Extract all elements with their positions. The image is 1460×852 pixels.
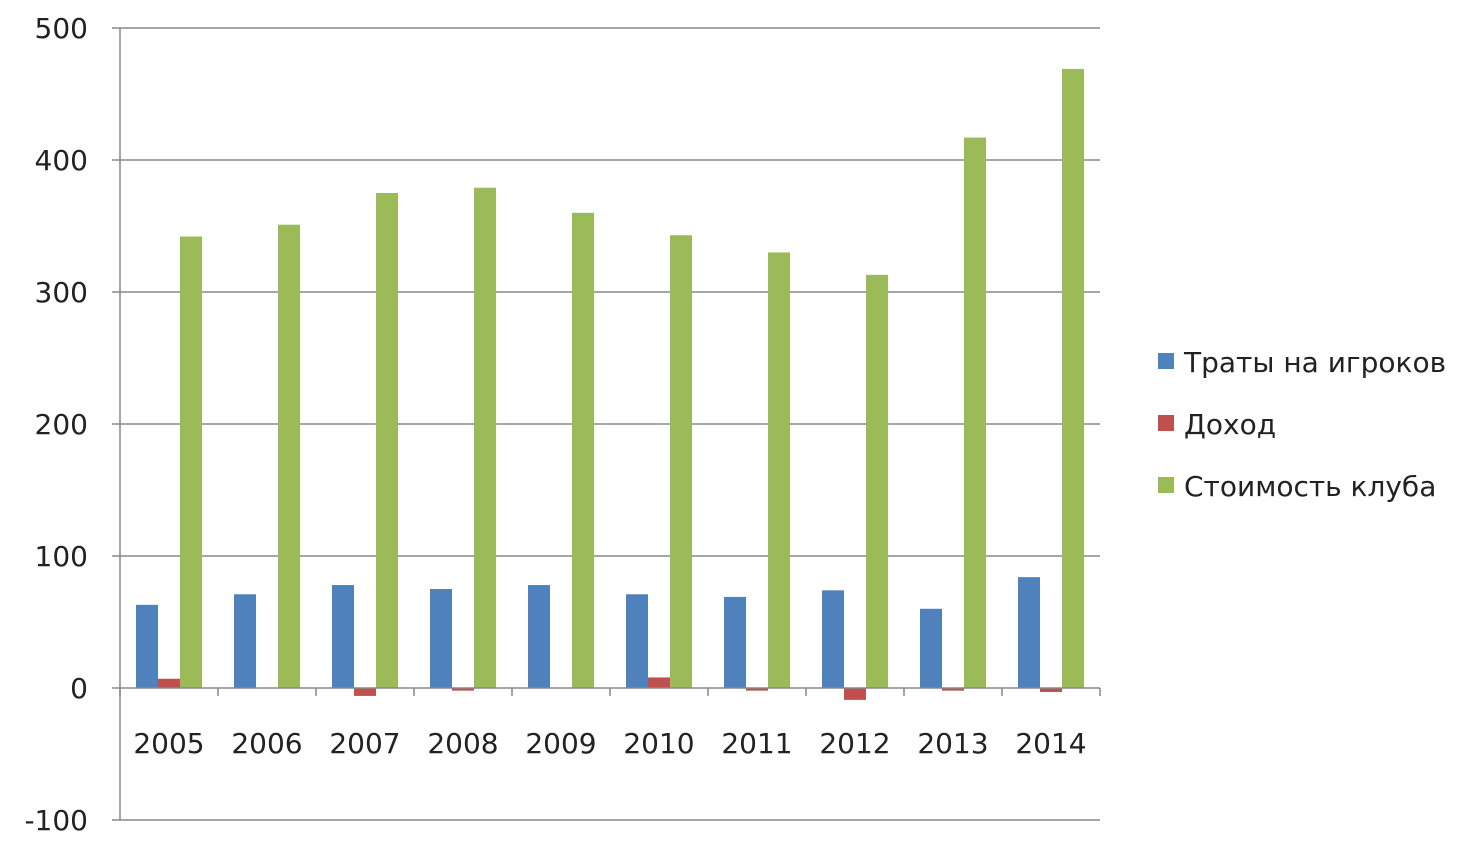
bar-series0-2008 — [430, 589, 452, 688]
bar-series0-2014 — [1018, 577, 1040, 688]
bar-series0-2012 — [822, 590, 844, 688]
bar-series2-2011 — [768, 252, 790, 688]
legend-swatch-0 — [1158, 353, 1174, 369]
bar-series2-2008 — [474, 187, 496, 688]
x-category-label: 2006 — [231, 727, 302, 760]
bar-series2-2009 — [572, 212, 594, 689]
legend: Траты на игроков Доход Стоимость клуба — [1158, 346, 1446, 503]
bar-series1-2010 — [648, 677, 670, 688]
bar-series1-2005 — [158, 678, 180, 688]
x-category-label: 2007 — [329, 727, 400, 760]
x-category-label: 2013 — [917, 727, 988, 760]
x-category-label: 2009 — [525, 727, 596, 760]
y-tick-labels: -100 0 100 200 300 400 500 — [24, 12, 88, 837]
y-tick-label: -100 — [24, 804, 88, 837]
legend-label-1: Доход — [1184, 408, 1276, 441]
bar-series0-2007 — [332, 585, 354, 688]
bar-series1-2014 — [1040, 688, 1062, 692]
y-tick-label: 300 — [35, 276, 88, 309]
bar-series1-2013 — [942, 688, 964, 691]
bar-series0-2005 — [136, 604, 158, 688]
x-category-label: 2014 — [1015, 727, 1086, 760]
bar-series2-2014 — [1062, 68, 1084, 689]
bar-series2-2005 — [180, 236, 202, 688]
bar-series2-2007 — [376, 193, 398, 688]
legend-label-2: Стоимость клуба — [1184, 470, 1436, 503]
bar-series0-2009 — [528, 585, 550, 688]
bar-series0-2010 — [626, 594, 648, 688]
bar-series0-2013 — [920, 608, 942, 688]
gridlines — [112, 27, 1100, 821]
y-tick-label: 100 — [35, 540, 88, 573]
x-category-label: 2012 — [819, 727, 890, 760]
bar-series1-2012 — [844, 688, 866, 700]
bar-series2-2012 — [866, 274, 888, 688]
x-category-label: 2011 — [721, 727, 792, 760]
legend-swatch-1 — [1158, 415, 1174, 431]
bar-series2-2010 — [670, 235, 692, 689]
x-category-label: 2008 — [427, 727, 498, 760]
bar-series1-2008 — [452, 688, 474, 691]
x-category-label: 2010 — [623, 727, 694, 760]
legend-label-0: Траты на игроков — [1183, 346, 1446, 379]
y-tick-label: 200 — [35, 408, 88, 441]
axes — [112, 28, 1101, 820]
y-tick-label: 400 — [35, 144, 88, 177]
y-tick-label: 500 — [35, 12, 88, 45]
legend-swatch-2 — [1158, 477, 1174, 493]
x-category-label: 2005 — [133, 727, 204, 760]
bar-series0-2006 — [234, 594, 256, 688]
x-category-labels: 2005 2006 2007 2008 2009 2010 2011 2012 2013 2014 — [133, 727, 1086, 760]
bar-series1-2007 — [354, 688, 376, 696]
bar-series1-2011 — [746, 688, 768, 691]
bar-series0-2011 — [724, 596, 746, 688]
bar-series2-2006 — [278, 224, 300, 688]
bars — [136, 68, 1084, 700]
bar-series2-2013 — [964, 137, 986, 688]
y-tick-label: 0 — [70, 672, 88, 705]
